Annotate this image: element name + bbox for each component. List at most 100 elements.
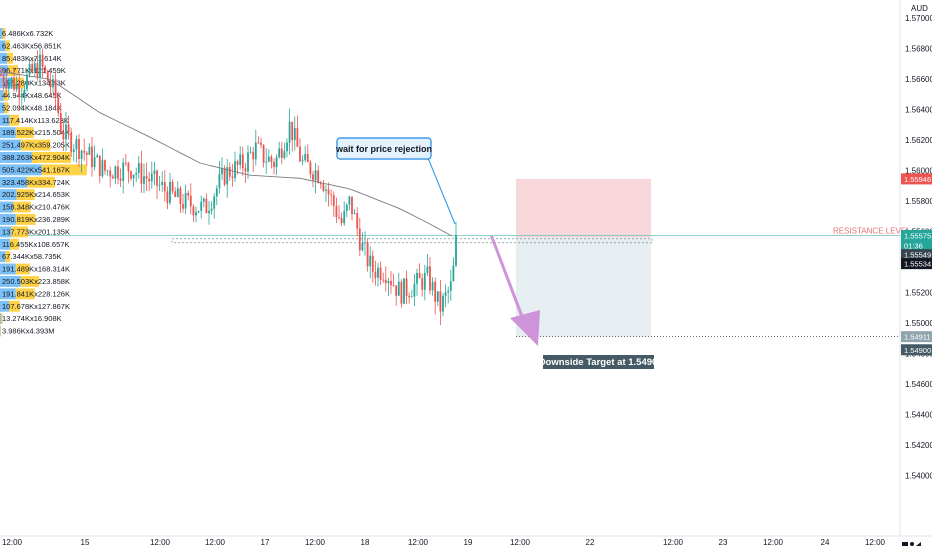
candle-body: [358, 228, 361, 251]
time-tick-label: 18: [361, 538, 370, 547]
candle-body: [252, 151, 255, 160]
candle-body: [7, 82, 10, 89]
volume-buy-bar: [0, 226, 12, 238]
candle-body: [361, 242, 364, 251]
candle-body: [335, 206, 338, 218]
volume-buy-bar: [0, 251, 6, 263]
candle-body: [85, 152, 88, 155]
candle-body: [278, 148, 281, 158]
volume-buy-bar: [0, 28, 3, 39]
candle-body: [293, 128, 296, 141]
candle-body: [150, 173, 153, 182]
candle-body: [57, 97, 60, 114]
candle-body: [78, 138, 80, 159]
price-label-text: 01:36: [904, 241, 923, 250]
volume-buy-bar: [0, 127, 16, 139]
candle-body: [109, 170, 112, 177]
volume-row-label: 191.489Kx168.314K: [2, 265, 70, 274]
candle-body: [257, 142, 260, 144]
candle-body: [442, 295, 444, 312]
volume-row-label: 505.422Kx541.167K: [2, 165, 70, 174]
trade-zones[interactable]: [516, 178, 651, 337]
candle-body: [91, 146, 93, 168]
candle-body: [369, 255, 372, 267]
callout[interactable]: wait for price rejection: [335, 137, 456, 225]
volume-row-label: 3.986Kx4.393M: [2, 327, 55, 336]
volume-sell-bar: [8, 65, 18, 77]
candle-body: [403, 278, 405, 304]
candle-body: [169, 181, 171, 203]
volume-buy-bar: [0, 238, 10, 250]
volume-row-label: 137.773Kx201.135K: [2, 227, 70, 236]
candle-body: [124, 162, 127, 164]
time-tick-label: 12:00: [865, 538, 886, 547]
candle-body: [390, 281, 392, 286]
price-tick-label: 1.54200: [905, 441, 932, 450]
stop-loss-zone[interactable]: [516, 178, 651, 238]
candle-body: [379, 267, 382, 280]
volume-row-label: 116.455Kx108.657K: [2, 240, 69, 249]
downside-arrow[interactable]: [490, 236, 540, 346]
volume-sell-bar: [15, 214, 36, 225]
volume-row-label: 107.678Kx127.867K: [2, 302, 70, 311]
volume-buy-bar: [0, 176, 27, 188]
volume-buy-bar: [0, 313, 2, 325]
candle-body: [436, 291, 439, 302]
price-tick-label: 1.56600: [905, 75, 932, 84]
candle-body: [226, 167, 229, 185]
volume-buy-bar: [0, 164, 42, 176]
candle-body: [208, 210, 210, 214]
time-axis[interactable]: 12:00 15 12:00 12:00 17 12:00 18 12:00 19 12:00 22…: [2, 538, 886, 547]
candle-body: [421, 278, 424, 290]
candle-body: [254, 142, 257, 160]
volume-row-label: 85.483Kx71.614K: [2, 54, 62, 63]
volume-buy-bar: [0, 90, 4, 101]
time-tick-label: 23: [719, 538, 728, 547]
candle-body: [405, 278, 408, 296]
candle-body: [384, 279, 387, 284]
volume-row-label: 388.263Kx472.904K: [2, 153, 70, 162]
volume-buy-bar: [0, 288, 16, 300]
candle-body: [163, 182, 166, 192]
target-label[interactable]: Downside Target at 1.5490: [539, 355, 658, 369]
candle-body: [449, 281, 452, 291]
volume-buy-bar: [0, 263, 16, 275]
candle-body: [127, 162, 130, 172]
price-label-text: 1.55549: [904, 251, 931, 260]
candle-body: [148, 178, 151, 182]
candle-body: [455, 235, 457, 266]
candle-body: [174, 191, 177, 197]
candle-body: [75, 138, 78, 150]
price-label-box: [901, 344, 932, 356]
candle-body: [387, 281, 390, 284]
candle-body: [153, 170, 156, 174]
price-tick-label: 1.55000: [905, 319, 932, 328]
candle-body: [98, 155, 101, 177]
candle-body: [314, 170, 317, 181]
price-tick-label: 1.56400: [905, 106, 932, 115]
candle-body: [106, 170, 109, 172]
candle-body: [348, 196, 351, 205]
volume-sell-bar: [20, 139, 51, 151]
price-tick-label: 1.54400: [905, 411, 932, 420]
candle-body: [353, 213, 356, 215]
time-tick-label: 12:00: [763, 538, 784, 547]
time-tick-label: 12:00: [408, 538, 429, 547]
candle-body: [2, 75, 5, 84]
resistance-zone[interactable]: [171, 238, 653, 244]
candle-body: [101, 160, 104, 177]
candle-body: [330, 194, 333, 196]
candle-body: [187, 192, 190, 196]
candle-body: [117, 166, 119, 179]
candle-body: [283, 151, 286, 158]
volume-buy-bar: [0, 214, 16, 225]
resistance-zone-box[interactable]: [171, 238, 653, 244]
candle-body: [345, 204, 348, 211]
callout-box[interactable]: [336, 137, 432, 160]
candle-body: [262, 144, 265, 163]
candle-body: [364, 242, 366, 244]
volume-sell-bar: [15, 288, 35, 300]
candle-body: [13, 77, 15, 90]
